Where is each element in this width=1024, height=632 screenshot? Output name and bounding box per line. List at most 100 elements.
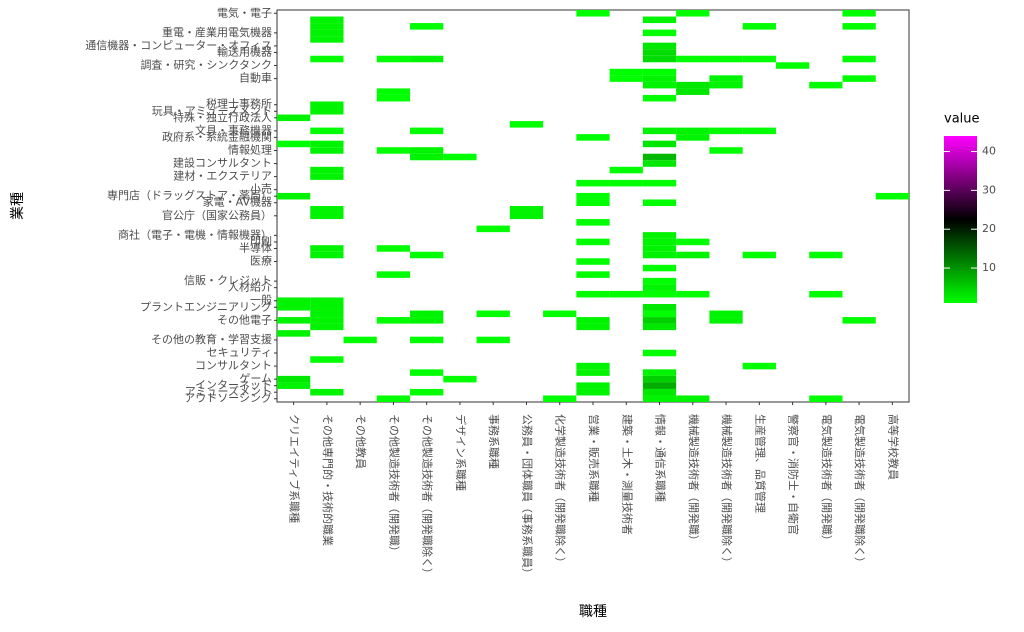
heat-cell: [443, 153, 477, 161]
heat-cell: [676, 395, 710, 402]
y-tick-label: インターネット: [195, 379, 272, 392]
heat-cell: [277, 375, 311, 383]
heat-cell: [842, 10, 876, 17]
heat-cell: [709, 75, 743, 82]
heat-cell: [277, 140, 311, 148]
heat-cell: [642, 284, 677, 291]
heat-cell: [709, 147, 743, 154]
heat-cell: [376, 147, 411, 154]
heat-cell: [642, 388, 677, 396]
heat-cell: [376, 245, 411, 252]
heat-cell: [410, 336, 444, 344]
heat-cell: [410, 388, 444, 396]
heat-cell: [310, 323, 344, 331]
heat-cell: [642, 304, 677, 311]
heat-cell: [842, 75, 876, 82]
heat-cell: [376, 88, 411, 95]
heat-cell: [576, 134, 610, 141]
y-tick-label: 玩具・アミューズメント: [152, 103, 272, 117]
y-tick-label: アウトソーシング: [184, 391, 272, 405]
y-tick-label: 建設コンサルタント: [173, 156, 272, 170]
heat-cell: [277, 192, 311, 200]
heat-cell: [576, 179, 610, 187]
heat-cell: [642, 29, 677, 37]
heat-cell: [310, 388, 344, 396]
heat-cell: [576, 199, 610, 206]
heat-cell: [676, 290, 710, 298]
heat-cell: [809, 251, 843, 259]
heat-cell: [277, 297, 311, 304]
heat-cell: [576, 369, 610, 376]
heat-cell: [676, 55, 710, 63]
x-tick-label: クリエイティブ系職種: [288, 414, 302, 523]
heat-cell: [310, 108, 344, 115]
heat-cell: [742, 23, 776, 30]
heat-cell: [842, 23, 876, 30]
y-tick-label: 輸送用機器: [217, 44, 272, 58]
heat-cell: [310, 297, 344, 304]
x-tick-label: その他専門的・技術的職業: [321, 414, 335, 546]
heat-cell: [642, 140, 677, 148]
x-tick-label: 機械製造技術者（開発職除く）: [720, 414, 734, 568]
heat-cell: [509, 121, 544, 128]
heat-cell: [277, 317, 311, 324]
heat-cell: [642, 55, 677, 63]
legend-tick-label: 40: [982, 145, 996, 158]
heat-cell: [310, 245, 344, 252]
y-tick-label: 官公庁（国家公務員）: [162, 208, 272, 222]
heat-cell: [709, 317, 743, 324]
heat-cell: [343, 336, 377, 344]
y-tick-label: 調査・研究・シンクタンク: [140, 58, 272, 72]
heat-cell: [310, 36, 344, 43]
heat-cell: [443, 375, 477, 383]
heat-cell: [376, 271, 411, 278]
heat-cell: [277, 330, 311, 337]
heat-cell: [476, 336, 510, 344]
heat-cell: [642, 310, 677, 318]
heat-cell: [676, 10, 710, 17]
heat-cell: [809, 290, 843, 298]
heat-cell: [376, 55, 411, 63]
heat-cell: [775, 62, 810, 69]
heat-cell: [642, 323, 677, 331]
heat-cell: [642, 199, 677, 206]
heat-cell: [576, 362, 610, 370]
heat-cell: [642, 251, 677, 259]
heat-cell: [642, 81, 677, 89]
heat-cell: [310, 317, 344, 324]
heat-cell: [875, 192, 909, 200]
heat-cell: [642, 232, 677, 239]
heat-cell: [709, 55, 743, 63]
x-tick-label: 電気製造技術者（開発職）: [820, 414, 834, 546]
heat-cell: [576, 192, 610, 200]
heat-cell: [376, 317, 411, 324]
heat-cell: [642, 277, 677, 285]
heat-cell: [310, 127, 344, 135]
y-tick-label: 政府系・系統金融機関: [162, 129, 272, 143]
heat-cell: [310, 166, 344, 174]
x-tick-label: 高等学校教員: [886, 414, 900, 480]
heat-cell: [310, 147, 344, 154]
y-tick-label: 医療: [250, 254, 272, 268]
heat-cell: [642, 369, 677, 376]
y-tick-label: 家電・AV機器: [203, 195, 272, 209]
x-tick-label: 化学製造技術者（開発職除く）: [554, 414, 568, 568]
heat-cell: [410, 153, 444, 161]
y-tick-label: 文具・事務機器: [195, 123, 272, 137]
x-tick-label: 生産管理、品質管理: [753, 414, 767, 513]
heat-cell: [410, 251, 444, 259]
heat-cell: [543, 310, 577, 318]
y-tick-label: 小売: [250, 183, 272, 196]
y-tick-label: 商社（電子・電機・情報機器）: [118, 227, 272, 241]
heat-cell: [642, 382, 677, 389]
y-tick-label: プラントエンジニアリング: [140, 299, 272, 313]
y-tick-label: 半導体: [239, 240, 272, 254]
heat-cell: [543, 395, 577, 402]
x-tick-label: 営業・販売系職種: [587, 414, 601, 502]
heat-cell: [642, 395, 677, 402]
heat-cell: [642, 264, 677, 272]
y-tick-label: ゲーム: [239, 372, 272, 385]
y-tick-label: その他の教育・学習支援: [151, 332, 272, 346]
y-tick-label: 情報処理: [228, 143, 272, 156]
